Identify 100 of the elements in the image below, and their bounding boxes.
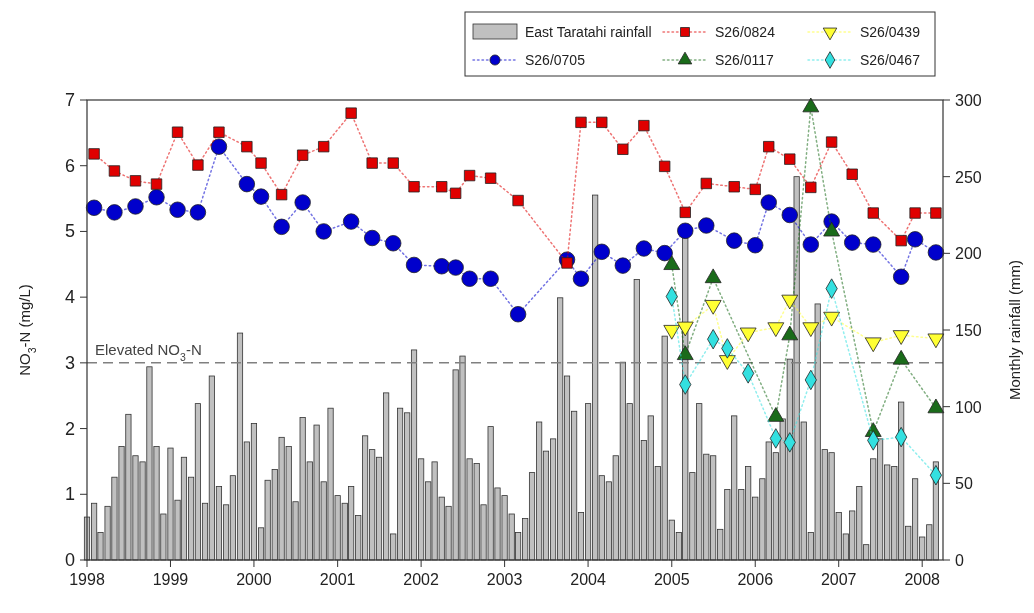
point	[213, 126, 225, 138]
point	[572, 270, 590, 287]
x-tick-label: 1998	[69, 571, 105, 588]
point	[909, 207, 921, 219]
point	[867, 207, 879, 219]
point	[273, 218, 290, 235]
ref-line-label: Elevated NO$_{3}$-N	[95, 340, 202, 363]
point	[679, 206, 691, 219]
point	[656, 244, 673, 262]
y2-tick-label: 0	[955, 552, 964, 569]
legend-label: S26/0439	[860, 24, 921, 40]
point	[805, 181, 817, 194]
point	[408, 181, 420, 193]
point	[728, 181, 740, 193]
point	[485, 172, 497, 184]
point	[129, 175, 142, 187]
point	[614, 257, 632, 274]
x-tick-label: 2003	[486, 571, 523, 588]
x-tick-label: 2000	[236, 571, 272, 588]
x-tick-label: 2001	[319, 571, 356, 588]
point	[930, 207, 942, 219]
point	[387, 157, 399, 169]
point	[677, 222, 694, 239]
point	[364, 229, 381, 247]
point	[318, 141, 330, 153]
point	[509, 306, 527, 323]
point	[405, 256, 423, 274]
point	[85, 199, 103, 216]
point	[127, 198, 144, 215]
point	[148, 189, 165, 206]
point	[482, 270, 499, 287]
point	[617, 143, 629, 155]
point	[895, 234, 907, 247]
x-tick-label: 2004	[570, 571, 606, 588]
y-tick-label: 4	[64, 287, 75, 308]
point	[450, 187, 462, 199]
point	[171, 126, 184, 138]
legend-label: S26/0705	[525, 52, 586, 68]
y-tick-label: 6	[64, 155, 75, 176]
point	[88, 148, 100, 160]
point	[150, 178, 163, 190]
legend-label: S26/0824	[715, 24, 776, 40]
y-tick-label: 7	[64, 90, 75, 110]
point	[781, 206, 798, 224]
point	[747, 237, 764, 254]
point	[192, 159, 204, 171]
x-tick-label: 2002	[403, 571, 440, 588]
point	[238, 175, 256, 193]
point	[698, 217, 715, 234]
point	[825, 136, 838, 148]
legend-label: S26/0467	[860, 52, 921, 68]
point	[294, 194, 311, 211]
point	[700, 177, 712, 190]
x-tick-label: 2007	[820, 571, 857, 588]
legend-label: East Taratahi rainfall	[525, 24, 652, 40]
point	[366, 157, 378, 169]
point	[593, 243, 610, 260]
point	[802, 236, 819, 253]
point	[108, 165, 121, 177]
point	[385, 235, 402, 252]
point	[436, 181, 448, 193]
point	[345, 107, 357, 119]
legend-label: S26/0117	[715, 52, 775, 68]
x-tick-label: 1999	[152, 571, 189, 588]
y-tick-label: 2	[64, 418, 75, 439]
point	[659, 160, 671, 173]
point	[461, 270, 478, 287]
point	[749, 183, 761, 196]
y2-tick-label: 50	[955, 475, 973, 493]
point	[892, 268, 910, 285]
point	[846, 168, 858, 180]
y2-tick-label: 100	[955, 398, 982, 416]
point	[297, 149, 309, 161]
point	[252, 188, 270, 205]
y-tick-label: 0	[64, 550, 75, 570]
point	[927, 244, 945, 261]
point	[512, 194, 524, 207]
y-tick-label: 1	[64, 484, 75, 505]
point	[315, 223, 332, 240]
point	[844, 234, 861, 251]
y-tick-label: 3	[64, 352, 75, 373]
x-tick-label: 2008	[904, 571, 941, 588]
point	[638, 119, 650, 132]
point	[275, 188, 288, 201]
point	[241, 141, 253, 153]
x-tick-label: 2005	[653, 571, 690, 588]
point	[906, 231, 924, 248]
point	[760, 194, 777, 211]
point	[189, 204, 207, 221]
point	[575, 116, 587, 128]
point	[106, 204, 123, 221]
point	[169, 201, 186, 218]
point	[342, 213, 360, 230]
x-tick-label: 2006	[737, 571, 774, 588]
y2-axis-title: Monthly rainfall (mm)	[1006, 259, 1023, 401]
point	[865, 236, 882, 253]
point	[433, 258, 450, 275]
point	[726, 232, 743, 249]
point	[784, 153, 796, 165]
y2-tick-label: 300	[955, 92, 982, 109]
